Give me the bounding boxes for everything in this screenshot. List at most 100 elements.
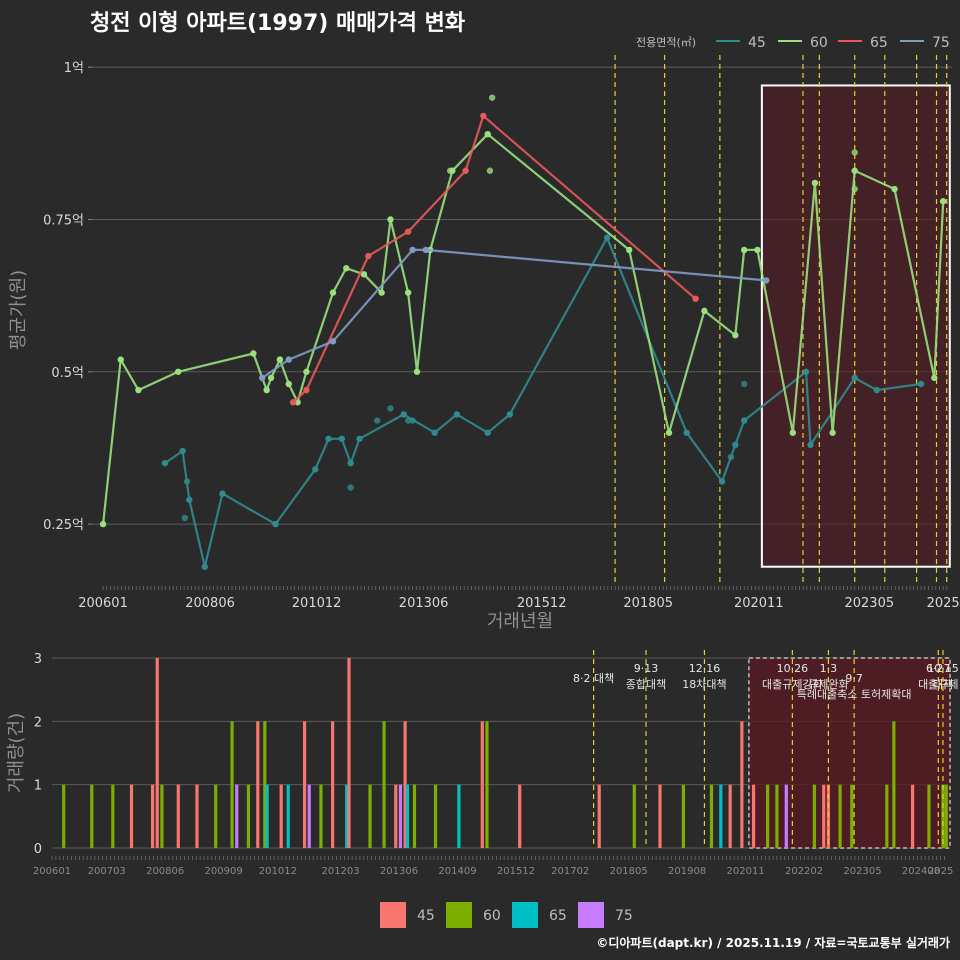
volume-bar-75: [307, 784, 311, 848]
volume-bar-60: [632, 784, 636, 848]
series-point-45: [325, 435, 332, 442]
series-point-60: [665, 429, 673, 436]
volume-bar-65: [345, 784, 349, 848]
top-legend: 전용면적(㎡) 45 60 65 75: [636, 35, 950, 51]
series-point-45: [347, 459, 354, 467]
series-point-60: [263, 386, 270, 394]
series-point-60: [851, 167, 858, 174]
policy-annotation-label: 특례대출축소 토허제확대: [797, 688, 912, 701]
volume-bar-60: [681, 784, 686, 848]
series-point-45: [802, 368, 810, 375]
price-x-ticks: 200601 200806 201012 201306 201512 201805 2020…: [78, 586, 960, 611]
series-point-60: [851, 149, 858, 156]
volume-y-tick-label: 3: [34, 652, 42, 667]
series-point-60: [486, 167, 494, 174]
series-point-45: [183, 478, 191, 485]
series-point-45: [740, 380, 748, 388]
series-line-60: [102, 133, 945, 525]
series-point-45: [851, 374, 858, 382]
volume-bar-60: [263, 721, 267, 848]
price-x-tick-label: 200806: [185, 596, 235, 611]
price-y-ticks: 0.25억 0.5억 0.75억 1억: [43, 61, 92, 533]
volume-bar-60: [709, 784, 714, 848]
series-point-75: [285, 356, 292, 363]
series-point-45: [431, 429, 438, 436]
volume-bar-60: [765, 784, 770, 848]
series-point-75: [422, 246, 430, 254]
series-point-60: [276, 356, 284, 363]
volume-x-tick-label: 201306: [380, 866, 418, 877]
policy-annotation-label: 9·13: [634, 662, 659, 675]
price-panel: 0.25억 0.5억 0.75억 1억 200601 200806 201012 20130…: [43, 55, 960, 611]
series-point-75: [329, 338, 337, 345]
series-point-45: [718, 478, 726, 485]
volume-bar-60: [319, 784, 323, 848]
volume-bar-60: [111, 784, 115, 848]
price-x-tick-label: 201306: [399, 596, 449, 611]
policy-annotation-label: 8·2 대책: [573, 672, 614, 685]
volume-y-ticks: 0 1 2 3: [34, 652, 42, 857]
series-point-45: [219, 490, 226, 497]
price-y-tick-label: 1억: [64, 61, 84, 76]
policy-annotation-label: 종합대책: [626, 678, 666, 691]
price-x-tick-label: 202305: [844, 596, 894, 611]
series-point-60: [891, 185, 898, 193]
policy-annotation-label: 9·7: [845, 672, 863, 685]
series-point-60: [626, 246, 633, 254]
series-point-45: [404, 417, 412, 424]
volume-bar-65: [265, 784, 269, 848]
volume-bar-45: [302, 721, 307, 848]
volume-annotations: 8·2 대책 9·13 종합대책 12·16 18차대책 10·26 대출규제강화 1·3 규제…: [573, 662, 959, 701]
series-point-60: [740, 246, 748, 254]
series-point-60: [829, 429, 836, 436]
series-point-60: [404, 289, 412, 296]
series-point-60: [931, 374, 938, 382]
series-point-45: [683, 429, 690, 436]
volume-bar-45: [256, 721, 260, 848]
series-point-60: [360, 271, 368, 278]
volume-bar-75: [235, 784, 239, 848]
policy-annotation-label: 1·3: [820, 662, 838, 675]
volume-bar-60: [944, 784, 948, 848]
price-highlight-box: [760, 84, 951, 568]
series-point-60: [484, 130, 491, 138]
volume-y-tick-label: 1: [34, 779, 42, 794]
bottom-legend: 45 60 65 75: [380, 902, 633, 928]
volume-bar-45: [910, 784, 915, 848]
series-point-75: [409, 246, 416, 254]
volume-bar-45: [728, 784, 732, 848]
series-point-75: [763, 277, 770, 284]
series-point-60: [413, 368, 421, 375]
volume-bar-65: [286, 784, 290, 848]
series-point-65: [303, 386, 310, 394]
policy-annotation-label: 규제완화: [808, 678, 848, 691]
volume-x-tick-label: 201409: [438, 866, 476, 877]
series-point-65: [480, 112, 487, 120]
series-point-45: [356, 435, 363, 442]
volume-bar-60: [382, 721, 386, 848]
legend-title: 전용면적(㎡): [636, 36, 696, 49]
volume-bar-45: [155, 658, 159, 848]
series-point-45: [484, 429, 491, 436]
series-point-60: [811, 179, 819, 187]
series-point-60: [117, 356, 124, 363]
series-point-60: [446, 167, 454, 174]
legend-label-45: 45: [748, 35, 766, 51]
series-point-65: [365, 252, 372, 260]
volume-policy-lines: [593, 650, 944, 848]
volume-bar-45: [740, 721, 744, 848]
series-point-60: [701, 307, 708, 315]
volume-bar-45: [822, 784, 826, 848]
policy-annotation-label: 대출규제강화: [762, 678, 823, 691]
volume-bar-45: [518, 784, 522, 848]
series-point-45: [272, 520, 279, 528]
volume-bar-65: [719, 784, 723, 848]
price-y-tick-label: 0.75억: [43, 213, 84, 228]
volume-bar-60: [838, 784, 842, 848]
series-point-60: [250, 350, 257, 357]
volume-bar-45: [279, 784, 283, 848]
volume-bar-65: [405, 784, 410, 848]
price-x-tick-label: 201512: [517, 596, 567, 611]
price-policy-lines: [614, 55, 948, 585]
policy-annotation-label: 6·27: [926, 662, 951, 675]
